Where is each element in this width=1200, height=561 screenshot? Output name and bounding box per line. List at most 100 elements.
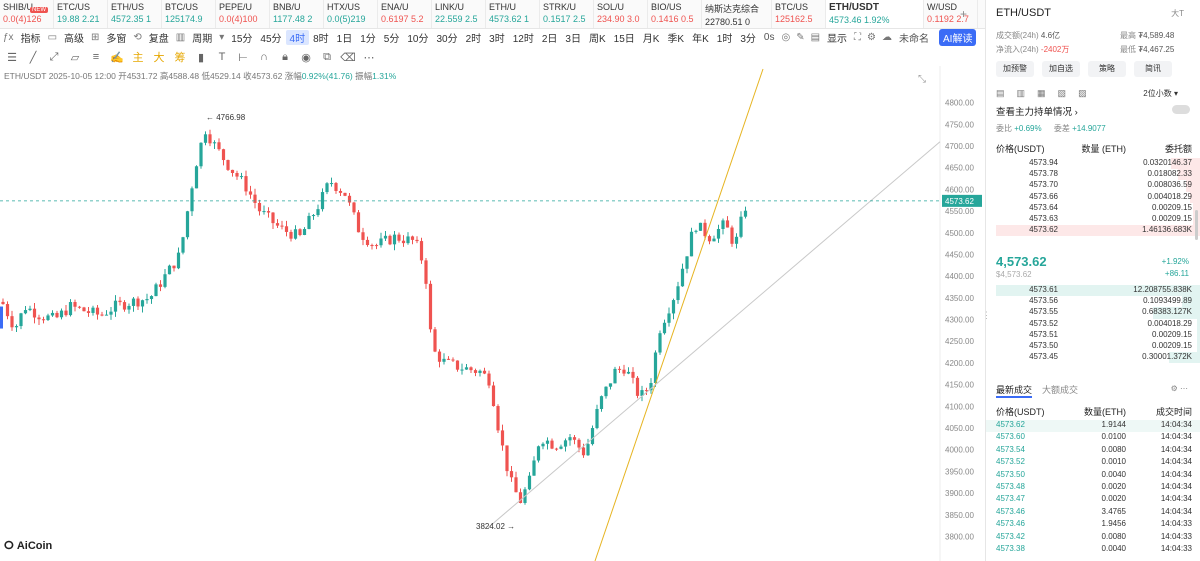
add-alert-button[interactable]: 加预警 xyxy=(996,61,1034,77)
main-force-button[interactable]: 主 xyxy=(132,52,144,64)
add-tab-icon[interactable]: + xyxy=(960,7,968,21)
timeframe-button[interactable]: 30分 xyxy=(436,34,458,45)
ask-row[interactable]: 4573.64 0.0020 9.15 xyxy=(996,202,1200,214)
eye-icon[interactable]: ◉ xyxy=(301,51,311,64)
trade-settings-icon[interactable]: ⚙ ⋯ xyxy=(1170,384,1188,393)
magnet-icon[interactable]: ∩ xyxy=(260,51,268,63)
grid-icon[interactable]: ▨ xyxy=(1078,88,1087,98)
ray-tool-icon[interactable]: ⤢ xyxy=(49,50,59,63)
timeframe-button[interactable]: 1时 xyxy=(716,34,733,45)
channel-tool-icon[interactable]: ▱ xyxy=(70,51,80,64)
bid-row[interactable]: 4573.52 0.0040 18.29 xyxy=(996,318,1200,330)
panel-resize-handle[interactable]: ⋮ xyxy=(982,310,991,320)
bar-chart-icon[interactable]: ▮ xyxy=(197,51,205,64)
settings-icon[interactable]: ⚙ xyxy=(867,32,877,43)
ticker-tab[interactable]: STRK/U 0.1517 2.5 xyxy=(540,0,594,28)
timeframe-button[interactable]: 8时 xyxy=(313,34,329,45)
bid-row[interactable]: 4573.51 0.0020 9.15 xyxy=(996,329,1200,341)
timeframe-button[interactable]: 15分 xyxy=(231,34,253,45)
add-watchlist-button[interactable]: 加自选 xyxy=(1042,61,1080,77)
timeframe-button[interactable]: 季K xyxy=(667,34,685,45)
chart-type-icon[interactable]: ▥ xyxy=(175,32,186,43)
ticker-tab[interactable]: 纳斯达克综合 22780.51 0 xyxy=(702,0,772,28)
ticker-tab[interactable]: ETC/US 19.88 2.21 xyxy=(54,0,108,28)
ticker-tab[interactable]: W/USD 0.1192 2.7 xyxy=(924,0,978,28)
ask-row[interactable]: 4573.94 0.0320 146.37 xyxy=(996,158,1200,170)
measure-tool-icon[interactable]: ⊢ xyxy=(238,51,248,64)
tab-large-trades[interactable]: 大额成交 xyxy=(1042,385,1079,395)
timeframe-button[interactable]: 3分 xyxy=(740,34,756,45)
bid-row[interactable]: 4573.56 0.1093 499.89 xyxy=(996,296,1200,308)
chips-button[interactable]: 筹 xyxy=(174,52,186,64)
both-sides-icon[interactable]: ▤ xyxy=(996,88,1005,98)
bid-row[interactable]: 4573.45 0.3000 1.372K xyxy=(996,352,1200,364)
panel-scrollbar[interactable] xyxy=(1195,210,1198,240)
text-tool-icon[interactable]: T xyxy=(218,51,226,63)
trash-icon[interactable]: ⌫ xyxy=(340,51,356,64)
ticker-tab[interactable]: SOL/U 234.90 3.0 xyxy=(594,0,648,28)
ticker-tab[interactable]: BIO/US 0.1416 0.5 xyxy=(648,0,702,28)
display-button[interactable]: 显示 xyxy=(827,34,848,45)
ticker-tab[interactable]: BNB/U 1177.48 2 xyxy=(270,0,324,28)
timeframe-button[interactable]: 12时 xyxy=(512,34,534,45)
bid-row[interactable]: 4573.55 0.6838 3.127K xyxy=(996,307,1200,319)
timeframe-button[interactable]: 3日 xyxy=(565,34,581,45)
lock-icon[interactable]: 🔒︎ xyxy=(282,50,288,63)
timeframe-button[interactable]: 15日 xyxy=(613,34,635,45)
news-button[interactable]: 简讯 xyxy=(1134,61,1172,77)
asks-only-icon[interactable]: ▦ xyxy=(1037,88,1046,98)
ticker-tab[interactable]: HTX/US 0.0(5)219 xyxy=(324,0,378,28)
timeframe-button[interactable]: 周K xyxy=(588,34,606,45)
ticker-tab[interactable]: ETH/US 4572.35 1 xyxy=(108,0,162,28)
depth-icon[interactable]: ▧ xyxy=(1057,88,1067,98)
timeframe-button[interactable]: 5分 xyxy=(383,34,400,45)
ai-interpret-button[interactable]: AI解读 xyxy=(939,29,977,46)
ticker-tab[interactable]: BTC/US 125174.9 xyxy=(162,0,216,28)
ticker-tab[interactable]: PEPE/U 0.0(4)100 xyxy=(216,0,270,28)
ask-row[interactable]: 4573.78 0.0180 82.33 xyxy=(996,169,1200,181)
replay-button[interactable]: 复盘 xyxy=(148,34,169,45)
tab-latest-trades[interactable]: 最新成交 xyxy=(996,383,1033,398)
strategy-button[interactable]: 策略 xyxy=(1088,61,1126,77)
timeframe-button[interactable]: 2日 xyxy=(541,34,558,45)
ticker-tab[interactable]: ENA/U 0.6197 5.2 xyxy=(378,0,432,28)
brush-tool-icon[interactable]: ✍ xyxy=(110,51,124,64)
indicators-button[interactable]: 指标 xyxy=(20,34,41,45)
ask-row[interactable]: 4573.63 0.0020 9.15 xyxy=(996,213,1200,226)
timeframe-button[interactable]: 4时 xyxy=(285,30,310,45)
timeframe-button[interactable]: 2时 xyxy=(465,34,482,45)
timeframe-button[interactable]: 月K xyxy=(642,34,660,45)
ticker-tab[interactable]: BTC/US 125162.5 xyxy=(772,0,826,28)
candlestick-chart[interactable]: 4800.00 4750.00 4700.00 4650.00 4600.00 4550.… xyxy=(0,66,985,561)
timeframe-button[interactable]: 45分 xyxy=(260,34,282,45)
timeframe-button[interactable]: 3时 xyxy=(489,34,505,45)
timeframe-button[interactable]: 10分 xyxy=(407,34,429,45)
draw-pen-icon[interactable]: ✎ xyxy=(796,32,805,43)
fullscreen-icon[interactable]: ⛶ xyxy=(854,32,862,43)
whale-orders-link[interactable]: 查看主力持单情况 › xyxy=(996,107,1078,118)
timeframe-button[interactable]: 1日 xyxy=(336,34,353,45)
ask-row[interactable]: 4573.62 1.4613 6.683K xyxy=(996,225,1200,237)
timeframe-button[interactable]: 年K xyxy=(692,34,709,45)
ticker-tab[interactable]: LINK/U 22.559 2.5 xyxy=(432,0,486,28)
more-icon[interactable]: ⋯ xyxy=(363,51,375,64)
ticker-tab[interactable]: SHIB/U 0.0(4)126 NEW xyxy=(0,0,54,28)
template-icon[interactable]: ▤ xyxy=(810,32,821,43)
multi-window-button[interactable]: 多窗 xyxy=(106,34,127,45)
fib-tool-icon[interactable]: ≡ xyxy=(92,51,100,63)
big-order-button[interactable]: 大 xyxy=(153,52,165,64)
bid-row[interactable]: 4573.50 0.0020 9.15 xyxy=(996,340,1200,353)
chart-settings-icon[interactable]: ⤡ xyxy=(918,74,926,85)
menu-icon[interactable]: ☰ xyxy=(7,51,17,64)
line-tool-icon[interactable]: ╱ xyxy=(29,51,37,64)
ask-row[interactable]: 4573.66 0.0040 18.29 xyxy=(996,191,1200,203)
font-size-button[interactable]: 大T xyxy=(1171,9,1184,18)
bids-only-icon[interactable]: ▥ xyxy=(1016,88,1026,98)
ticker-tab[interactable]: ETH/U 4573.62 1 xyxy=(486,0,540,28)
advanced-button[interactable]: 高级 xyxy=(64,34,85,45)
camera-icon[interactable]: ◎ xyxy=(781,32,791,43)
layers-icon[interactable]: ⧉ xyxy=(323,50,331,63)
ticker-tab[interactable]: ETH/USDT 4573.46 1.92% xyxy=(826,0,924,28)
layout-name-select[interactable]: 未命名 xyxy=(899,34,930,45)
ask-row[interactable]: 4573.70 0.0080 36.59 xyxy=(996,180,1200,192)
